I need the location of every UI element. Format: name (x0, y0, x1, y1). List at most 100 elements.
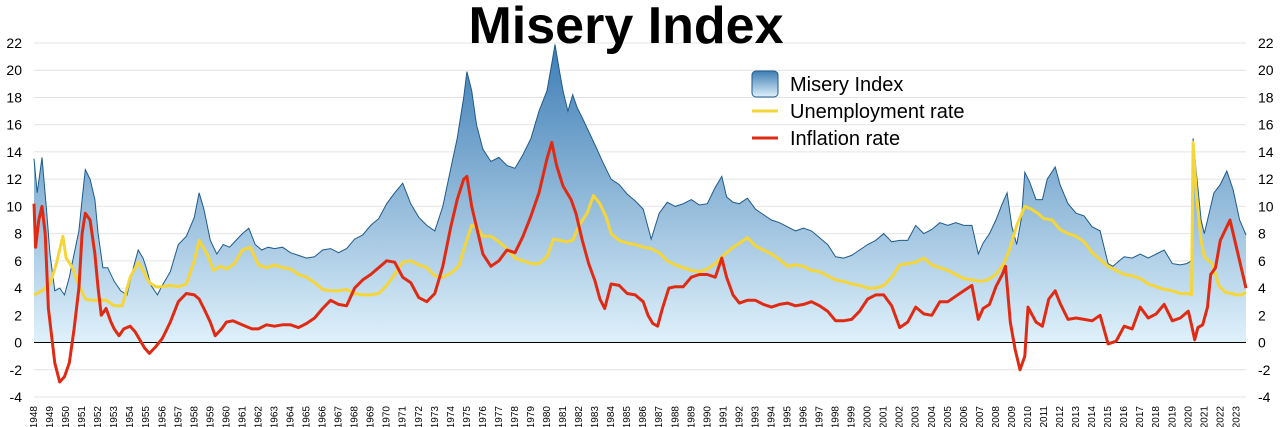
x-tick-label: 2020 (1183, 406, 1194, 427)
x-tick-label: 1978 (510, 406, 521, 427)
x-tick-label: 2017 (1135, 406, 1146, 427)
legend: Misery Index Unemployment rate Inflation r… (751, 70, 965, 150)
y-tick-label-right: -4 (1258, 389, 1271, 405)
x-tick-label: 2010 (1023, 406, 1034, 427)
x-tick-label: 1949 (45, 406, 56, 427)
y-tick-label-right: 20 (1258, 62, 1274, 78)
x-tick-label: 2013 (1071, 406, 1082, 427)
x-tick-label: 2007 (975, 406, 986, 427)
y-tick-label-right: 0 (1258, 335, 1266, 351)
x-tick-label: 1956 (157, 406, 168, 427)
x-tick-label: 1997 (815, 406, 826, 427)
y-tick-label-right: 22 (1258, 35, 1274, 51)
misery-index-line (33, 44, 1247, 297)
x-tick-label: 1974 (446, 406, 457, 427)
inflation-rate-line (32, 140, 1248, 384)
x-tick-label: 1982 (574, 406, 585, 427)
x-tick-label: 1953 (109, 406, 120, 427)
x-tick-label: 1998 (831, 406, 842, 427)
x-tick-label: 1957 (173, 406, 184, 427)
y-tick-label-right: 2 (1258, 307, 1266, 323)
x-tick-label: 2006 (959, 406, 970, 427)
legend-label-unemployment: Unemployment rate (790, 101, 965, 123)
x-tick-label: 1973 (430, 406, 441, 427)
x-tick-label: 1970 (382, 406, 393, 427)
y-tick-label-left: 20 (6, 62, 22, 78)
x-tick-label: 2016 (1119, 406, 1130, 427)
x-tick-label: 1948 (29, 406, 40, 427)
y-tick-label-left: 8 (14, 226, 22, 242)
x-tick-label: 1955 (141, 406, 152, 427)
y-tick-label-left: 22 (6, 35, 22, 51)
x-tick-label: 1983 (590, 406, 601, 427)
x-tick-label: 2000 (863, 406, 874, 427)
x-tick-label: 1961 (237, 406, 248, 427)
x-tick-label: 2002 (895, 406, 906, 427)
legend-label-misery: Misery Index (790, 74, 903, 96)
y-tick-label-left: 12 (6, 171, 22, 187)
x-tick-label: 1996 (799, 406, 810, 427)
x-tick-label: 1979 (526, 406, 537, 427)
y-tick-label-left: 16 (6, 117, 22, 133)
x-tick-label: 1962 (253, 406, 264, 427)
x-tick-label: 2021 (1199, 406, 1210, 427)
x-tick-label: 1990 (702, 406, 713, 427)
y-tick-label-right: 18 (1258, 89, 1274, 105)
x-tick-label: 1985 (622, 406, 633, 427)
x-tick-label: 2011 (1039, 406, 1050, 427)
y-tick-label-left: 10 (6, 198, 22, 214)
y-tick-label-right: 16 (1258, 117, 1274, 133)
y-tick-label-right: 8 (1258, 226, 1266, 242)
x-tick-label: 1958 (189, 406, 200, 427)
x-tick-label: 1987 (654, 406, 665, 427)
x-tick-label: 2015 (1103, 406, 1114, 427)
legend-label-inflation: Inflation rate (790, 128, 900, 150)
x-tick-label: 1966 (318, 406, 329, 427)
y-tick-label-left: 18 (6, 89, 22, 105)
x-tick-label: 1968 (350, 406, 361, 427)
x-tick-label: 1976 (478, 406, 489, 427)
x-tick-label: 1975 (462, 406, 473, 427)
x-tick-label: 2014 (1087, 406, 1098, 427)
x-tick-label: 1992 (734, 406, 745, 427)
y-tick-label-left: 2 (14, 307, 22, 323)
x-tick-label: 1967 (334, 406, 345, 427)
y-tick-label-right: -2 (1258, 362, 1271, 378)
y-tick-label-left: 14 (6, 144, 22, 160)
x-tick-label: 2019 (1167, 406, 1178, 427)
x-tick-label: 1959 (205, 406, 216, 427)
x-tick-label: 1977 (494, 406, 505, 427)
y-tick-label-left: -2 (10, 362, 23, 378)
x-tick-label: 1969 (366, 406, 377, 427)
y-tick-label-right: 6 (1258, 253, 1266, 269)
x-tick-label: 2012 (1055, 406, 1066, 427)
x-tick-label: 2008 (991, 406, 1002, 427)
x-tick-label: 1999 (847, 406, 858, 427)
y-tick-label-left: 0 (14, 335, 22, 351)
x-tick-label: 1965 (302, 406, 313, 427)
x-tick-label: 1993 (750, 406, 761, 427)
y-tick-label-right: 14 (1258, 144, 1274, 160)
x-tick-label: 1986 (638, 406, 649, 427)
x-tick-label: 2004 (927, 406, 938, 427)
x-tick-label: 2001 (879, 406, 890, 427)
unemployment-rate-line (33, 140, 1247, 308)
x-tick-label: 1994 (766, 406, 777, 427)
x-tick-label: 1951 (77, 406, 88, 427)
x-tick-label: 1972 (414, 406, 425, 427)
x-tick-label: 2023 (1231, 406, 1242, 427)
x-tick-label: 1960 (221, 406, 232, 427)
x-tick-label: 1964 (286, 406, 297, 427)
x-tick-label: 1988 (670, 406, 681, 427)
y-tick-label-left: -4 (10, 389, 23, 405)
y-tick-label-right: 10 (1258, 198, 1274, 214)
x-tick-label: 1984 (606, 406, 617, 427)
x-tick-label: 1989 (686, 406, 697, 427)
x-tick-label: 1952 (93, 406, 104, 427)
x-tick-label: 1963 (269, 406, 280, 427)
y-tick-label-right: 4 (1258, 280, 1266, 296)
x-tick-label: 2005 (943, 406, 954, 427)
x-tick-label: 1954 (125, 406, 136, 427)
